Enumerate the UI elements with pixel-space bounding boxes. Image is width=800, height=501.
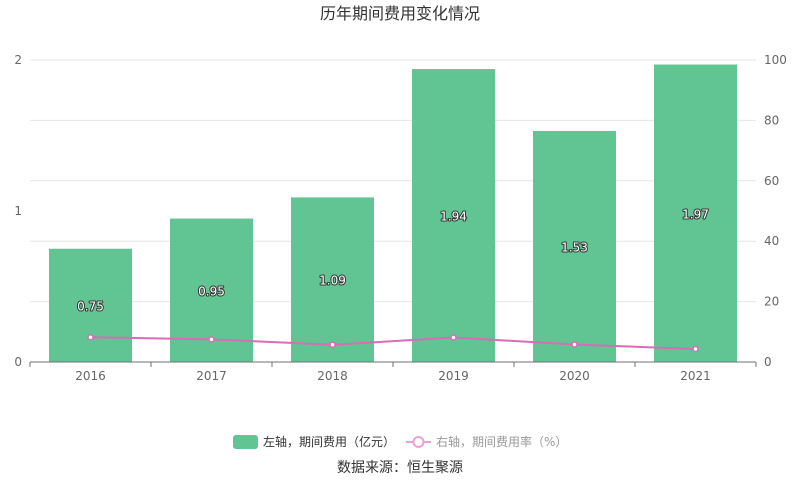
y-left-tick-label: 2 — [14, 53, 22, 67]
y-right-tick-label: 20 — [764, 295, 779, 309]
legend-item-bar[interactable]: 左轴，期间费用（亿元） — [233, 434, 395, 449]
legend-item-line[interactable]: 右轴，期间费用率（%） — [406, 434, 567, 449]
grid-lines — [30, 59, 756, 303]
bar — [49, 248, 132, 362]
bar-data-label: 1.94 — [440, 210, 467, 224]
x-tick-label: 2021 — [680, 369, 711, 383]
chart-title: 历年期间费用变化情况 — [320, 4, 480, 23]
y-right-tick-label: 100 — [764, 53, 787, 67]
y-right-tick-label: 40 — [764, 234, 779, 248]
bar-data-label: 1.09 — [319, 274, 346, 288]
line-point — [329, 341, 336, 349]
y-right-tick-label: 60 — [764, 174, 779, 188]
bar-series — [49, 64, 737, 362]
line-point — [692, 345, 699, 353]
x-tick-label: 2019 — [438, 369, 469, 383]
y-right-tick-label: 80 — [764, 113, 779, 127]
legend-bar-label: 左轴，期间费用（亿元） — [263, 434, 395, 449]
x-tick-label: 2017 — [196, 369, 227, 383]
bar — [412, 69, 495, 362]
x-tick-label: 2018 — [317, 369, 348, 383]
source-note: 数据来源：恒生聚源 — [337, 460, 463, 476]
line-path — [90, 336, 696, 351]
y-left-tick-label: 0 — [14, 355, 22, 369]
legend-line-label: 右轴，期间费用率（%） — [436, 434, 567, 449]
line-point — [87, 333, 94, 341]
bar — [533, 130, 616, 362]
bar — [291, 197, 374, 362]
x-tick-label: 2020 — [559, 369, 590, 383]
line-point — [450, 334, 457, 341]
line-point — [571, 341, 578, 348]
bar-data-label: 0.75 — [77, 299, 104, 313]
bar-data-label: 1.53 — [561, 240, 588, 254]
bar-data-label: 1.97 — [682, 207, 709, 221]
y-left-tick-label: 1 — [14, 204, 22, 218]
legend-bar-swatch — [233, 435, 258, 449]
data-labels: 0.75 0.95 1.09 1.94 1.53 1.97 — [76, 206, 710, 314]
legend-line-marker — [412, 436, 425, 448]
line-series — [87, 333, 699, 353]
x-tick-label: 2016 — [75, 369, 106, 383]
y-right-tick-label: 0 — [764, 355, 772, 369]
legend[interactable]: 左轴，期间费用（亿元） 右轴，期间费用率（%） — [233, 434, 567, 449]
line-point — [208, 336, 215, 343]
bar — [654, 64, 737, 362]
bar-data-label: 0.95 — [198, 284, 225, 298]
